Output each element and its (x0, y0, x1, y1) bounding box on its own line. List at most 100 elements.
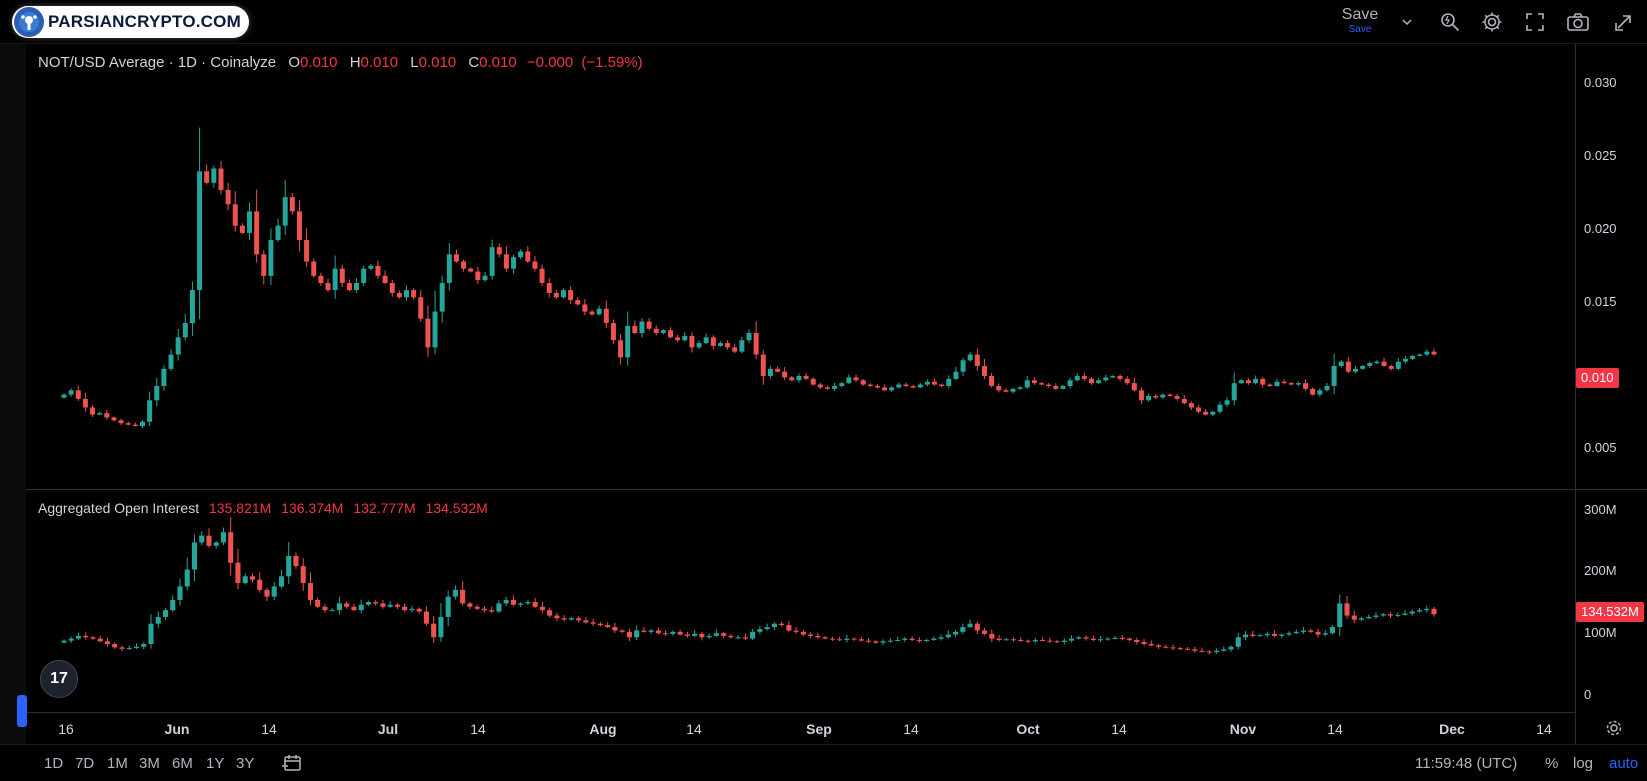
candle-body (1214, 650, 1220, 653)
candle-body (597, 623, 603, 626)
range-1y[interactable]: 1Y (206, 755, 225, 772)
symbol-label[interactable]: NOT/USD Average · 1D · Coinalyze (38, 54, 277, 71)
candle-body (1329, 627, 1336, 634)
quick-search-icon[interactable] (1436, 8, 1464, 36)
utc-clock[interactable]: 11:59:48 (UTC) (1415, 755, 1518, 772)
open-value: 0.010 (299, 54, 338, 71)
candle-body (496, 603, 502, 612)
change-percent: (−1.59%) (581, 54, 643, 71)
candle-body (387, 604, 393, 607)
range-7d[interactable]: 7D (75, 755, 95, 772)
low-key: L (410, 54, 419, 71)
candle-body (655, 630, 661, 634)
candle-body (793, 630, 799, 632)
log-toggle[interactable]: log (1573, 755, 1594, 772)
candle-body (982, 630, 988, 634)
tradingview-logo-badge[interactable]: 17 (40, 660, 78, 698)
axis-settings-gear-icon[interactable] (1600, 714, 1628, 742)
auto-toggle[interactable]: auto (1609, 755, 1639, 772)
candle-body (1242, 634, 1249, 638)
candle-body (325, 282, 331, 291)
candle-body (503, 254, 509, 269)
candle-body (1274, 381, 1280, 386)
candle-body (239, 225, 245, 233)
range-3m[interactable]: 3M (139, 755, 160, 772)
candle-body (1324, 386, 1330, 391)
percent-toggle[interactable]: % (1545, 755, 1559, 772)
range-1m[interactable]: 1M (107, 755, 128, 772)
candle-body (953, 631, 959, 635)
candle-body (851, 638, 857, 640)
save-dropdown-chevron-icon[interactable] (1393, 8, 1421, 36)
candle-body (482, 275, 488, 281)
candle-body (779, 623, 785, 626)
candle-body (996, 638, 1002, 640)
candle-body (1117, 375, 1123, 379)
candle-body (446, 254, 452, 283)
candle-body (1047, 640, 1053, 642)
candle-body (660, 330, 666, 334)
range-3y[interactable]: 3Y (236, 755, 255, 772)
candle-body (1017, 387, 1023, 389)
candle-body (1380, 614, 1386, 616)
candle-body (1431, 608, 1437, 615)
candle-body (264, 589, 270, 597)
popout-arrow-icon[interactable] (1610, 8, 1638, 36)
pane-separator[interactable] (26, 489, 1647, 490)
candle-body (1360, 365, 1366, 369)
time-axis[interactable]: 16 Jun 14 Jul 14 Aug 14 Sep 14 Oct 14 No… (26, 712, 1576, 744)
candle-body (1417, 354, 1423, 356)
save-label: Save (1341, 6, 1379, 23)
candle-body (1221, 649, 1227, 651)
candle-body (104, 413, 110, 418)
range-1d[interactable]: 1D (44, 755, 64, 772)
candle-body (1235, 637, 1241, 647)
settings-gear-icon[interactable] (1478, 8, 1506, 36)
candle-body (1040, 639, 1046, 641)
candle-body (97, 638, 103, 642)
candle-body (1424, 351, 1430, 355)
candle-body (829, 638, 835, 640)
time-tick: 14 (1536, 721, 1552, 737)
candle-body (141, 644, 147, 647)
candle-body (932, 381, 938, 385)
candle-body (532, 602, 538, 607)
candle-body (1170, 647, 1176, 649)
fullscreen-icon[interactable] (1521, 8, 1549, 36)
candle-body (206, 535, 212, 546)
candle-body (1288, 383, 1294, 385)
candle-body (1424, 608, 1430, 611)
camera-snapshot-icon[interactable] (1564, 8, 1592, 36)
candle-body (903, 384, 909, 386)
candle-body (1069, 638, 1075, 641)
save-button[interactable]: Save Save (1340, 6, 1380, 36)
candle-body (967, 354, 973, 361)
candle-body (148, 623, 154, 645)
candle-body (1188, 403, 1194, 408)
candle-body (568, 290, 574, 301)
candle-body (431, 623, 437, 638)
candle-body (68, 638, 74, 641)
open-interest-pane[interactable]: Aggregated Open Interest 135.821M 136.37… (26, 490, 1576, 712)
candle-body (1402, 613, 1408, 615)
oi-low: 132.777M (353, 500, 416, 516)
candle-body (423, 611, 429, 624)
price-axis-label: 0.005 (1584, 440, 1617, 455)
candle-body (1011, 639, 1017, 641)
date-range-calendar-icon[interactable] (278, 749, 306, 777)
candle-body (155, 616, 161, 624)
price-pane[interactable]: NOT/USD Average · 1D · Coinalyze O0.010 … (26, 44, 1576, 489)
candle-body (268, 240, 274, 276)
candle-body (989, 375, 995, 386)
candle-body (837, 639, 843, 641)
candle-body (1163, 646, 1169, 648)
candle-body (800, 631, 806, 635)
candle-body (1025, 640, 1031, 642)
candle-body (858, 639, 864, 641)
high-value: 0.010 (360, 54, 399, 71)
sidebar-expand-handle[interactable] (17, 695, 27, 727)
candle-body (389, 282, 395, 293)
oi-title[interactable]: Aggregated Open Interest (38, 500, 200, 516)
candle-body (699, 633, 705, 638)
range-6m[interactable]: 6M (172, 755, 193, 772)
